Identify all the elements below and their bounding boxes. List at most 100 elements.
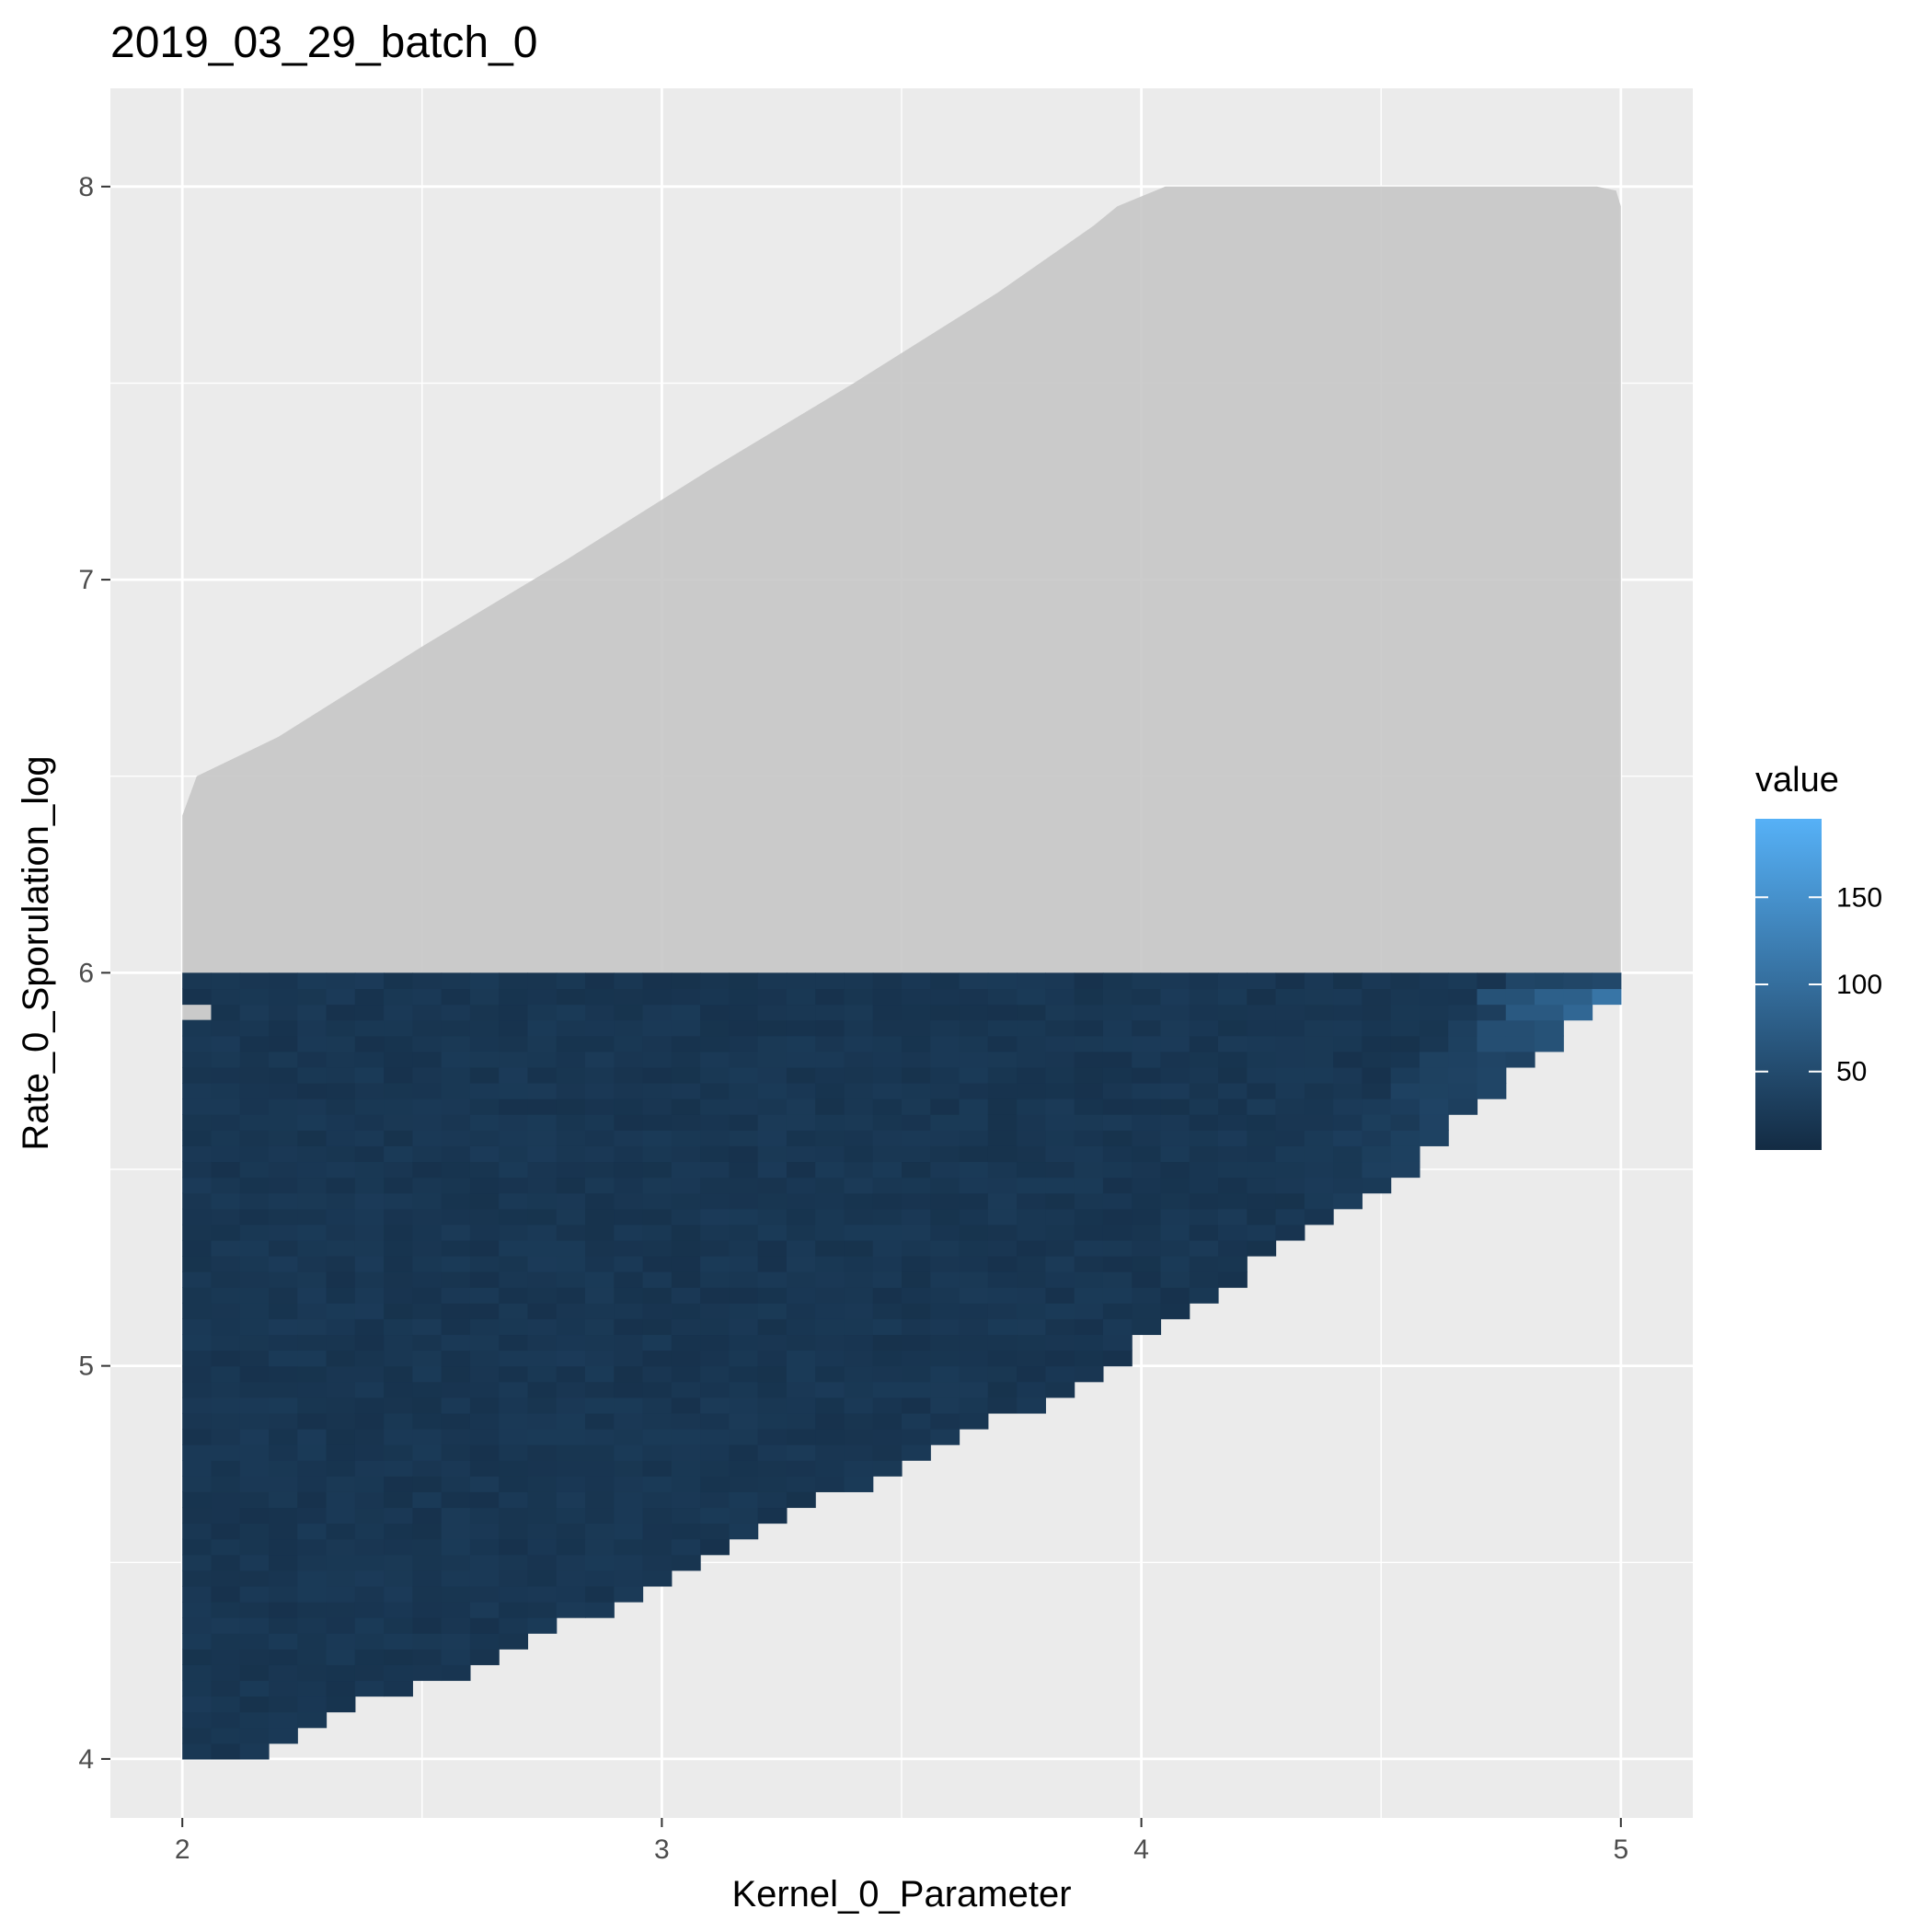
heatmap-cell — [556, 1239, 586, 1257]
heatmap-cell — [556, 1035, 586, 1052]
heatmap-cell — [757, 1019, 788, 1037]
heatmap-cell — [930, 1239, 960, 1257]
heatmap-cell — [441, 1444, 471, 1461]
heatmap-cell — [930, 1130, 960, 1146]
heatmap-cell — [384, 1570, 413, 1587]
heatmap-cell — [556, 1019, 586, 1037]
heatmap-cell — [297, 1334, 328, 1351]
heatmap-cell — [786, 988, 816, 1006]
heatmap-cell — [671, 1429, 701, 1445]
heatmap-cell — [729, 1476, 759, 1492]
heatmap-cell — [786, 1066, 816, 1084]
heatmap-cell — [412, 988, 443, 1006]
heatmap-cell — [585, 1554, 615, 1571]
heatmap-cell — [1017, 1350, 1046, 1367]
heatmap-cell — [469, 1066, 500, 1084]
heatmap-cell — [671, 1161, 701, 1179]
heatmap-cell — [412, 972, 443, 990]
heatmap-cell — [585, 1318, 615, 1336]
heatmap-cell — [815, 1114, 845, 1131]
heatmap-cell — [1017, 1287, 1046, 1304]
heatmap-cell — [1132, 1287, 1162, 1304]
heatmap-cell — [930, 1019, 960, 1037]
heatmap-cell — [902, 1051, 931, 1068]
heatmap-cell — [182, 972, 213, 990]
heatmap-cell — [700, 1460, 730, 1477]
heatmap-cell — [527, 1554, 558, 1571]
heatmap-cell — [239, 1664, 270, 1682]
heatmap-cell — [211, 1083, 241, 1099]
heatmap-cell — [556, 1224, 586, 1241]
heatmap-cell — [211, 1538, 241, 1556]
heatmap-cell — [930, 1051, 960, 1068]
heatmap-cell — [786, 1161, 816, 1179]
heatmap-cell — [614, 1397, 644, 1414]
heatmap-cell — [930, 1350, 960, 1367]
heatmap-cell — [614, 1303, 644, 1319]
heatmap-cell — [1074, 1318, 1104, 1336]
heatmap-cell — [384, 972, 413, 990]
heatmap-cell — [211, 1161, 241, 1179]
heatmap-cell — [1218, 1004, 1248, 1021]
heatmap-cell — [441, 1538, 471, 1556]
heatmap-cell — [239, 1192, 270, 1210]
heatmap-cell — [815, 1429, 845, 1445]
heatmap-cell — [527, 988, 558, 1006]
heatmap-cell — [527, 1130, 558, 1146]
heatmap-cell — [326, 1444, 356, 1461]
heatmap-cell — [239, 1727, 270, 1744]
heatmap-cell — [182, 1429, 213, 1445]
heatmap-cell — [499, 1412, 529, 1430]
heatmap-cell — [499, 1161, 529, 1179]
heatmap-cell — [815, 1318, 845, 1336]
heatmap-cell — [527, 1412, 558, 1430]
heatmap-cell — [1045, 1350, 1075, 1367]
heatmap-cell — [786, 1271, 816, 1288]
heatmap-cell — [614, 1412, 644, 1430]
heatmap-cell — [297, 1570, 328, 1587]
heatmap-cell — [326, 1507, 356, 1524]
heatmap-cell — [469, 1130, 500, 1146]
heatmap-cell — [384, 1523, 413, 1540]
heatmap-cell — [499, 1476, 529, 1492]
heatmap-cell — [1102, 1334, 1133, 1351]
heatmap-cell — [844, 1035, 874, 1052]
heatmap-cell — [815, 1256, 845, 1272]
heatmap-cell — [297, 1287, 328, 1304]
heatmap-cell — [1074, 1114, 1104, 1131]
heatmap-cell — [211, 1633, 241, 1650]
heatmap-cell — [1333, 1177, 1363, 1194]
heatmap-cell — [757, 1145, 788, 1163]
heatmap-cell — [844, 1114, 874, 1131]
heatmap-cell — [297, 1602, 328, 1618]
heatmap-cell — [844, 1318, 874, 1336]
heatmap-cell — [987, 1318, 1018, 1336]
heatmap-cell — [671, 1083, 701, 1099]
heatmap-cell — [354, 1177, 385, 1194]
heatmap-cell — [585, 1114, 615, 1131]
heatmap-cell — [354, 1334, 385, 1351]
heatmap-cell — [297, 972, 328, 990]
heatmap-cell — [815, 1098, 845, 1115]
heatmap-cell — [815, 1066, 845, 1084]
heatmap-cell — [1017, 1098, 1046, 1115]
heatmap-cell — [1160, 1303, 1190, 1319]
heatmap-cell — [1218, 1035, 1248, 1052]
heatmap-cell — [729, 1145, 759, 1163]
heatmap-cell — [1477, 1083, 1507, 1099]
heatmap-cell — [585, 1161, 615, 1179]
heatmap-cell — [1505, 988, 1535, 1006]
heatmap-cell — [1132, 1114, 1162, 1131]
heatmap-cell — [815, 972, 845, 990]
heatmap-cell — [786, 1130, 816, 1146]
heatmap-cell — [354, 1476, 385, 1492]
heatmap-cell — [614, 1554, 644, 1571]
heatmap-cell — [585, 1538, 615, 1556]
heatmap-cell — [902, 1365, 931, 1383]
heatmap-cell — [441, 1476, 471, 1492]
heatmap-cell — [1189, 1019, 1219, 1037]
heatmap-cell — [297, 1192, 328, 1210]
heatmap-cell — [757, 1350, 788, 1367]
heatmap-cell — [354, 1318, 385, 1336]
